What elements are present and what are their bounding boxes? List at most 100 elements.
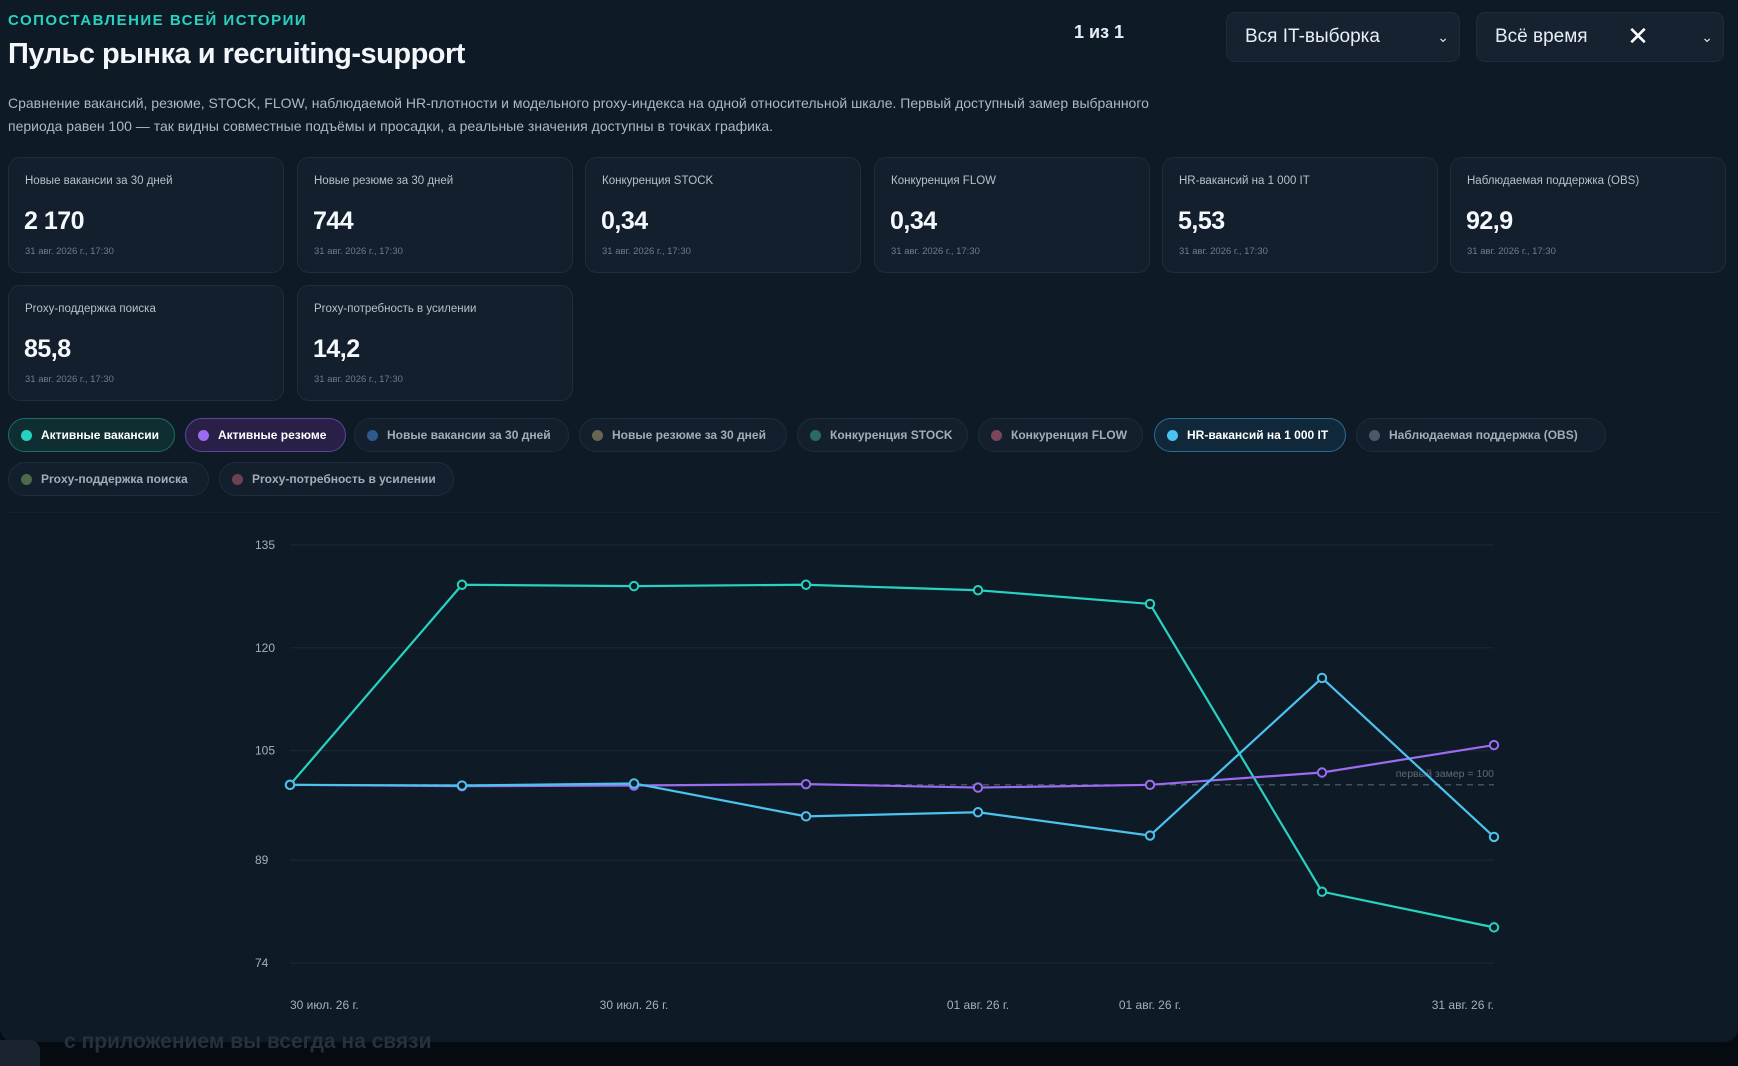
kpi-card: Proxy-поддержка поиска 85,8 31 авг. 2026 г… xyxy=(8,285,284,401)
kpi-value: 92,9 xyxy=(1466,207,1513,235)
data-point xyxy=(1316,672,1328,684)
kpi-timestamp: 31 авг. 2026 г., 17:30 xyxy=(314,246,403,257)
period-select[interactable]: Всё время ✕ ⌄ xyxy=(1476,12,1724,62)
kpi-value: 0,34 xyxy=(601,207,648,235)
series-color-dot xyxy=(810,430,821,441)
series-line xyxy=(289,676,1495,838)
page-description: Сравнение вакансий, резюме, STOCK, FLOW,… xyxy=(8,95,1149,134)
kpi-timestamp: 31 авг. 2026 г., 17:30 xyxy=(25,246,114,257)
series-line xyxy=(289,583,1495,929)
y-tick-label: 89 xyxy=(255,853,269,867)
series-toggle-label: Proxy-поддержка поиска xyxy=(41,472,188,486)
series-line xyxy=(289,744,1495,789)
kpi-label: Наблюдаемая поддержка (OBS) xyxy=(1467,175,1640,187)
kpi-label: HR-вакансий на 1 000 IT xyxy=(1179,175,1310,187)
series-toggle-label: Конкуренция STOCK xyxy=(830,428,953,442)
kpi-label: Конкуренция FLOW xyxy=(891,175,997,187)
kpi-card: Новые резюме за 30 дней 744 31 авг. 2026 г… xyxy=(297,157,573,273)
kpi-timestamp: 31 авг. 2026 г., 17:30 xyxy=(314,374,403,385)
x-tick-label: 31 авг. 26 г. xyxy=(1432,998,1494,1012)
series-toggle-chip[interactable]: Активные вакансии xyxy=(8,418,175,452)
y-tick-label: 120 xyxy=(255,641,275,655)
kpi-timestamp: 31 авг. 2026 г., 17:30 xyxy=(1467,246,1556,257)
series-color-dot xyxy=(991,430,1002,441)
data-point xyxy=(1488,922,1500,933)
series-color-dot xyxy=(1167,430,1178,441)
kpi-label: Proxy-поддержка поиска xyxy=(25,303,156,315)
app-icon xyxy=(0,1040,40,1066)
x-tick-label: 01 авг. 26 г. xyxy=(1119,998,1181,1012)
series-color-dot xyxy=(367,430,378,441)
reference-label: первый замер = 100 xyxy=(1396,768,1494,780)
chevron-down-icon: ⌄ xyxy=(1701,29,1713,45)
kpi-label: Proxy-потребность в усилении xyxy=(314,303,477,315)
pager-indicator: 1 из 1 xyxy=(1074,22,1125,42)
data-point xyxy=(1316,767,1328,778)
chevron-down-icon: ⌄ xyxy=(1437,29,1449,45)
series-toggle-chip[interactable]: Активные резюме xyxy=(185,418,346,452)
series-toggle-chip[interactable]: Конкуренция STOCK xyxy=(797,418,968,452)
series-toggle-chip[interactable]: Proxy-поддержка поиска xyxy=(8,462,209,496)
series-toggle-chip[interactable]: Новые резюме за 30 дней xyxy=(579,418,787,452)
data-point xyxy=(1144,779,1156,791)
series-toggle-label: Новые резюме за 30 дней xyxy=(612,428,766,442)
kpi-card: Конкуренция FLOW 0,34 31 авг. 2026 г., 17:… xyxy=(874,157,1150,273)
data-point xyxy=(456,780,468,791)
market-pulse-panel: СОПОСТАВЛЕНИЕ ВСЕЙ ИСТОРИИ Пульс рынка и… xyxy=(0,0,1738,1042)
page-title: Пульс рынка и recruiting-support xyxy=(8,38,465,70)
data-point xyxy=(800,579,812,590)
series-toggle-chip[interactable]: HR-вакансий на 1 000 IT xyxy=(1154,418,1346,452)
y-tick-label: 135 xyxy=(255,538,275,552)
data-point xyxy=(628,580,640,592)
kpi-card: Proxy-потребность в усилении 14,2 31 авг. … xyxy=(297,285,573,401)
series-color-dot xyxy=(1369,430,1380,441)
series-color-dot xyxy=(592,430,603,441)
close-icon[interactable]: ✕ xyxy=(1627,21,1649,51)
kpi-value: 5,53 xyxy=(1178,207,1225,235)
kpi-card: Конкуренция STOCK 0,34 31 авг. 2026 г., 17… xyxy=(585,157,861,273)
sample-select-value: Вся IT-выборка xyxy=(1245,26,1380,47)
data-point xyxy=(456,579,468,590)
x-tick-label: 01 авг. 26 г. xyxy=(947,998,1009,1012)
x-tick-label: 30 июл. 26 г. xyxy=(290,998,359,1012)
series-toggle-chip[interactable]: Новые вакансии за 30 дней xyxy=(354,418,569,452)
sample-select[interactable]: Вся IT-выборка ⌄ xyxy=(1226,12,1460,62)
series-toggle-label: Активные вакансии xyxy=(41,428,160,442)
kpi-timestamp: 31 авг. 2026 г., 17:30 xyxy=(25,374,114,385)
series-color-dot xyxy=(198,430,209,441)
kpi-card: HR-вакансий на 1 000 IT 5,53 31 авг. 2026 … xyxy=(1162,157,1438,273)
background-text: с приложением вы всегда на связи xyxy=(64,1030,432,1053)
series-toggle-label: Новые вакансии за 30 дней xyxy=(387,428,551,442)
y-tick-label: 74 xyxy=(255,956,269,970)
series-toggle-chip[interactable]: Наблюдаемая поддержка (OBS) xyxy=(1356,418,1606,452)
kpi-label: Новые вакансии за 30 дней xyxy=(25,175,173,187)
data-point xyxy=(1488,831,1500,843)
kpi-value: 2 170 xyxy=(24,207,85,235)
series-toggle-label: HR-вакансий на 1 000 IT xyxy=(1187,428,1329,442)
kpi-value: 0,34 xyxy=(890,207,937,235)
data-point xyxy=(1488,739,1500,751)
period-select-value: Всё время xyxy=(1495,26,1588,47)
series-toggle-chip[interactable]: Proxy-потребность в усилении xyxy=(219,462,454,496)
series-toggle-chip[interactable]: Конкуренция FLOW xyxy=(978,418,1143,452)
series-toggle-label: Активные резюме xyxy=(218,428,327,442)
kpi-timestamp: 31 авг. 2026 г., 17:30 xyxy=(891,246,980,257)
relative-index-chart: 135 120 105 89 74 первый замер = 100 30 июл. 2… xyxy=(255,538,1500,1012)
divider xyxy=(8,512,1720,513)
y-tick-label: 105 xyxy=(255,744,275,758)
kpi-value: 14,2 xyxy=(313,335,360,363)
kpi-card: Наблюдаемая поддержка (OBS) 92,9 31 авг. 2… xyxy=(1450,157,1726,273)
kpi-label: Новые резюме за 30 дней xyxy=(314,175,454,187)
kpi-value: 85,8 xyxy=(24,335,71,363)
section-eyebrow: СОПОСТАВЛЕНИЕ ВСЕЙ ИСТОРИИ xyxy=(8,12,308,29)
data-point xyxy=(1144,830,1156,841)
series-toggle-label: Конкуренция FLOW xyxy=(1011,428,1128,442)
kpi-label: Конкуренция STOCK xyxy=(602,175,714,187)
series-color-dot xyxy=(232,474,243,485)
data-point xyxy=(628,778,640,789)
kpi-card: Новые вакансии за 30 дней 2 170 31 авг. 20… xyxy=(8,157,284,273)
data-point xyxy=(972,782,984,793)
series-toggle-label: Proxy-потребность в усилении xyxy=(252,472,436,486)
data-point xyxy=(800,811,812,822)
series-toggle-label: Наблюдаемая поддержка (OBS) xyxy=(1389,428,1578,442)
